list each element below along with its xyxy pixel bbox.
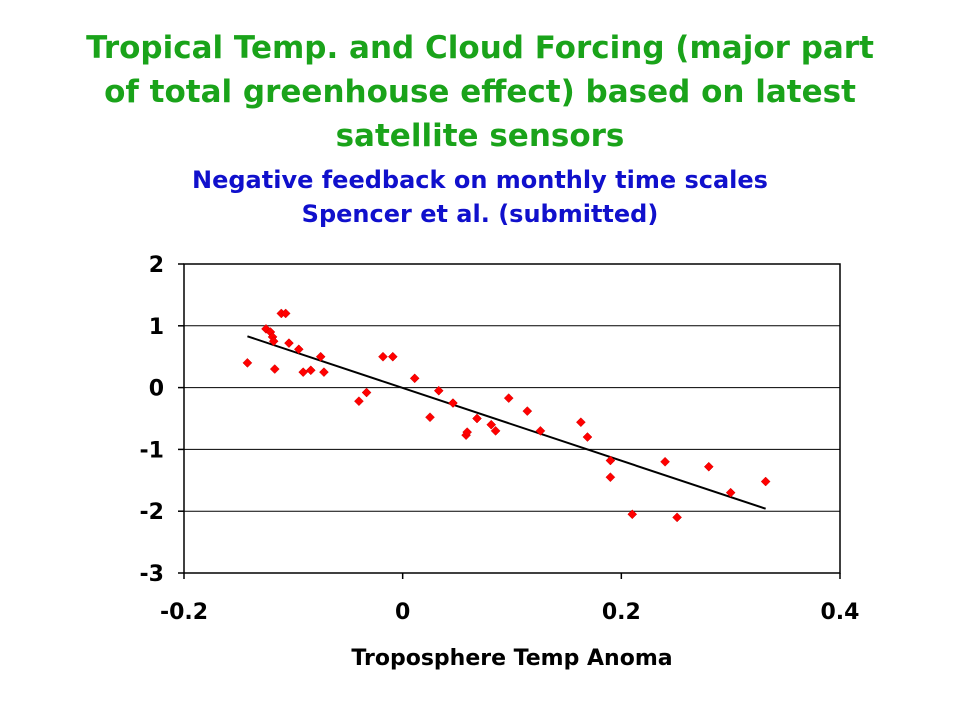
data-point <box>627 509 638 520</box>
x-axis-label: Troposphere Temp Anoma <box>351 646 672 671</box>
data-point <box>305 365 316 376</box>
data-point <box>503 393 514 403</box>
chart-title-line: of total greenhouse effect) based on lat… <box>104 74 856 110</box>
data-point <box>378 351 388 362</box>
y-tick-label: 1 <box>149 315 164 340</box>
data-point <box>535 426 546 436</box>
data-point <box>582 432 593 442</box>
data-point <box>462 427 473 437</box>
y-tick-label: 2 <box>149 253 164 278</box>
data-point <box>605 472 616 483</box>
chart-subtitle: Negative feedback on monthly time scales… <box>0 163 960 231</box>
data-points <box>242 308 771 523</box>
data-point <box>448 398 458 408</box>
data-point <box>387 351 398 362</box>
x-tick-label: -0.2 <box>160 600 208 625</box>
chart-subtitle-line: Spencer et al. (submitted) <box>301 200 659 228</box>
data-point <box>268 336 279 347</box>
y-tick-label: -2 <box>140 500 164 525</box>
data-point <box>703 461 714 472</box>
plot-area-border <box>183 263 841 574</box>
data-point <box>472 413 482 424</box>
chart-title-line: satellite sensors <box>335 118 625 154</box>
trendline <box>247 335 766 510</box>
data-point <box>433 385 444 396</box>
y-tick-label: -1 <box>140 438 164 463</box>
gridlines <box>184 325 840 512</box>
data-point <box>672 512 682 523</box>
chart-subtitle-line: Negative feedback on monthly time scales <box>192 166 768 194</box>
data-point <box>280 308 291 319</box>
x-tick-label: 0.4 <box>821 600 860 625</box>
data-point <box>315 351 326 362</box>
trendline-group <box>247 335 766 510</box>
data-point <box>361 387 372 398</box>
data-point <box>354 396 364 407</box>
x-tick-label: 0.2 <box>602 600 641 625</box>
data-point <box>660 456 670 467</box>
y-tick-label: -3 <box>140 562 164 587</box>
y-tick-label: 0 <box>149 377 164 402</box>
axes: -3 -2 -1 0 1 2 -0.2 0 0.2 0.4 <box>140 253 860 625</box>
data-point <box>242 358 253 368</box>
data-point <box>576 417 586 428</box>
data-point <box>319 367 329 378</box>
data-point <box>522 406 533 416</box>
data-point <box>409 373 420 384</box>
data-point <box>298 367 309 378</box>
data-point <box>284 338 294 348</box>
x-tick-label: 0 <box>395 600 410 625</box>
chart-title-line: Tropical Temp. and Cloud Forcing (major … <box>86 30 874 66</box>
chart-title: Tropical Temp. and Cloud Forcing (major … <box>0 26 960 158</box>
data-point <box>486 419 497 430</box>
data-point <box>425 412 435 423</box>
data-point <box>269 364 280 374</box>
data-point <box>725 487 736 498</box>
data-point <box>760 476 771 487</box>
data-point <box>293 344 304 355</box>
data-point <box>490 426 501 436</box>
data-point <box>605 455 616 466</box>
